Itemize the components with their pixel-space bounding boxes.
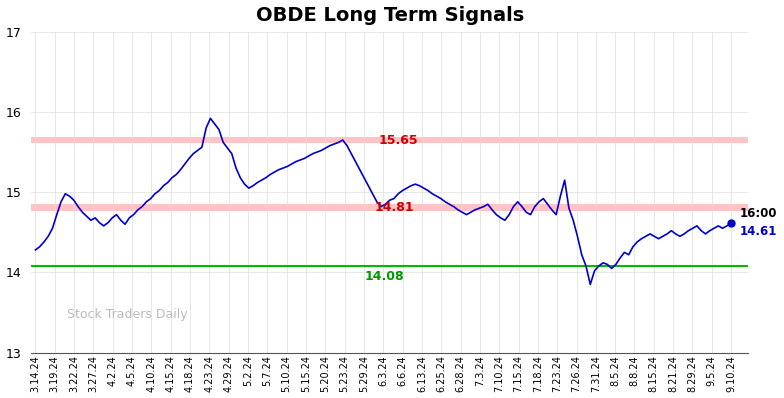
Text: 16:00: 16:00: [739, 207, 777, 220]
Text: 14.81: 14.81: [375, 201, 415, 214]
Text: 15.65: 15.65: [379, 133, 418, 146]
Text: 14.61: 14.61: [739, 225, 777, 238]
Title: OBDE Long Term Signals: OBDE Long Term Signals: [256, 6, 524, 25]
Bar: [31, 137, 748, 143]
Bar: [31, 204, 748, 211]
Text: Stock Traders Daily: Stock Traders Daily: [67, 308, 187, 320]
Text: 14.08: 14.08: [365, 270, 404, 283]
